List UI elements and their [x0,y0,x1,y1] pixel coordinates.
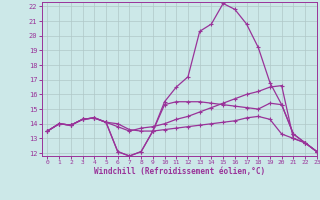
X-axis label: Windchill (Refroidissement éolien,°C): Windchill (Refroidissement éolien,°C) [94,167,265,176]
